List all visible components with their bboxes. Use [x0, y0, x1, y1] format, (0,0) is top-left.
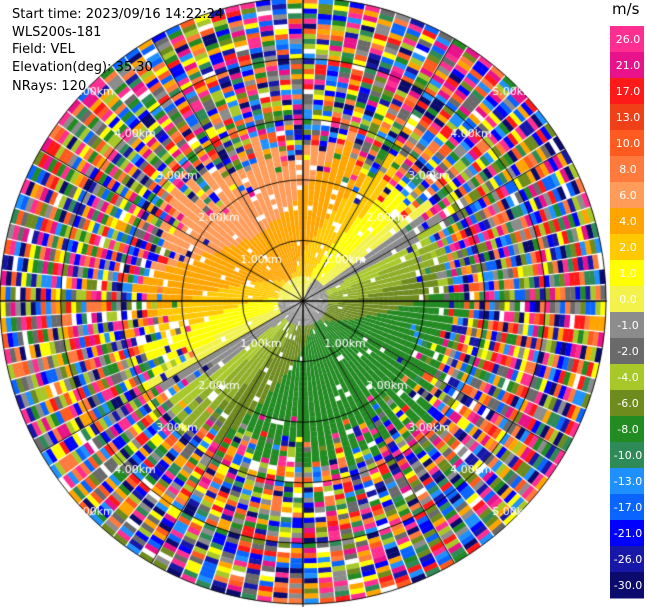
- start-time-label: Start time: 2023/09/16 14:22:24: [12, 7, 224, 22]
- colorbar-swatch: [610, 494, 644, 521]
- colorbar-tick-label: 6.0: [619, 189, 637, 202]
- colorbar-tick-label: -26.0: [614, 553, 642, 566]
- colorbar-swatch: [610, 520, 644, 547]
- colorbar-unit: m/s: [612, 0, 640, 18]
- colorbar-swatch: [610, 26, 644, 53]
- colorbar-swatch: [610, 208, 644, 235]
- colorbar-swatch: [610, 546, 644, 573]
- colorbar-swatch: [610, 442, 644, 469]
- elevation-label: Elevation(deg): 35.30: [12, 59, 153, 75]
- colorbar-swatch: [610, 364, 644, 391]
- colorbar-swatch: [610, 312, 644, 339]
- colorbar-tick-label: 2.0: [619, 241, 637, 254]
- colorbar-tick-label: 21.0: [616, 59, 641, 72]
- colorbar-tick-label: 1.0: [619, 267, 637, 280]
- colorbar-swatch: [610, 130, 644, 157]
- colorbar-swatch: [610, 260, 644, 287]
- colorbar-swatch: [610, 52, 644, 79]
- field-label: Field: VEL: [12, 42, 75, 57]
- colorbar-swatch: [610, 390, 644, 417]
- colorbar-tick-label: 17.0: [616, 85, 641, 98]
- colorbar-tick-label: -6.0: [617, 397, 638, 410]
- colorbar-tick-label: -30.0: [614, 579, 642, 592]
- colorbar-swatch: [610, 182, 644, 209]
- colorbar-swatch: [610, 234, 644, 261]
- colorbar-tick-label: 4.0: [619, 215, 637, 228]
- colorbar-tick-label: -21.0: [614, 527, 642, 540]
- nrays-label: NRays: 120: [12, 79, 87, 94]
- colorbar-swatch: [610, 416, 644, 443]
- colorbar-tick-label: 8.0: [619, 163, 637, 176]
- colorbar-tick-label: -10.0: [614, 449, 642, 462]
- colorbar-swatch: [610, 78, 644, 105]
- colorbar-tick-label: -17.0: [614, 501, 642, 514]
- colorbar-tick-label: -4.0: [617, 371, 638, 384]
- colorbar-swatch: [610, 286, 644, 313]
- colorbar-tick-label: 10.0: [616, 137, 641, 150]
- colorbar-swatch: [610, 156, 644, 183]
- colorbar-swatch: [610, 104, 644, 131]
- colorbar-tick-label: 26.0: [616, 33, 641, 46]
- colorbar-swatch: [610, 338, 644, 365]
- colorbar-tick-label: 13.0: [616, 111, 641, 124]
- colorbar-tick-label: -8.0: [617, 423, 638, 436]
- colorbar-tick-label: -1.0: [617, 319, 638, 332]
- colorbar-swatch: [610, 468, 644, 495]
- colorbar-tick-label: 0.0: [619, 293, 637, 306]
- colorbar-tick-label: -13.0: [614, 475, 642, 488]
- colorbar-tick-label: -2.0: [617, 345, 638, 358]
- instrument-label: WLS200s-181: [12, 24, 102, 40]
- scan-info: Start time: 2023/09/16 14:22:24 WLS200s-…: [12, 6, 223, 96]
- colorbar-swatch: [610, 572, 644, 599]
